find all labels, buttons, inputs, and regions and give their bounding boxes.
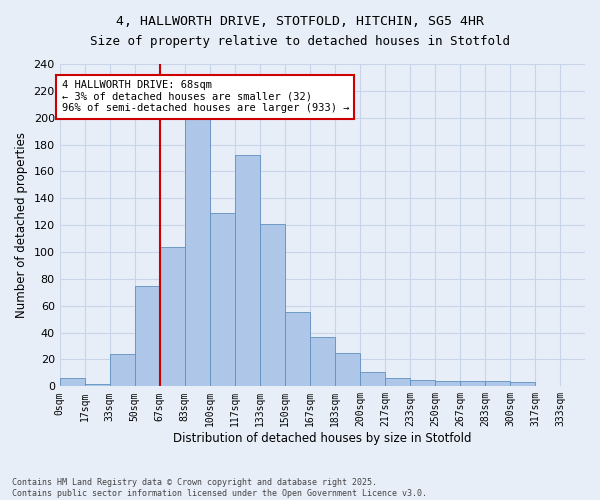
Text: 4 HALLWORTH DRIVE: 68sqm
← 3% of detached houses are smaller (32)
96% of semi-de: 4 HALLWORTH DRIVE: 68sqm ← 3% of detache… [62, 80, 349, 114]
Y-axis label: Number of detached properties: Number of detached properties [15, 132, 28, 318]
Bar [59, 378, 85, 386]
X-axis label: Distribution of detached houses by size in Stotfold: Distribution of detached houses by size … [173, 432, 472, 445]
Bar [160, 246, 185, 386]
Bar [335, 353, 360, 386]
Bar [435, 381, 460, 386]
Bar [135, 286, 160, 386]
Bar [235, 156, 260, 386]
Bar [385, 378, 410, 386]
Bar [510, 382, 535, 386]
Bar [85, 384, 110, 386]
Text: 4, HALLWORTH DRIVE, STOTFOLD, HITCHIN, SG5 4HR: 4, HALLWORTH DRIVE, STOTFOLD, HITCHIN, S… [116, 15, 484, 28]
Bar [185, 118, 210, 386]
Text: Contains HM Land Registry data © Crown copyright and database right 2025.
Contai: Contains HM Land Registry data © Crown c… [12, 478, 427, 498]
Bar [360, 372, 385, 386]
Bar [460, 381, 485, 386]
Bar [210, 213, 235, 386]
Text: Size of property relative to detached houses in Stotfold: Size of property relative to detached ho… [90, 35, 510, 48]
Bar [110, 354, 135, 386]
Bar [410, 380, 435, 386]
Bar [260, 224, 285, 386]
Bar [310, 336, 335, 386]
Bar [285, 312, 310, 386]
Bar [485, 381, 510, 386]
